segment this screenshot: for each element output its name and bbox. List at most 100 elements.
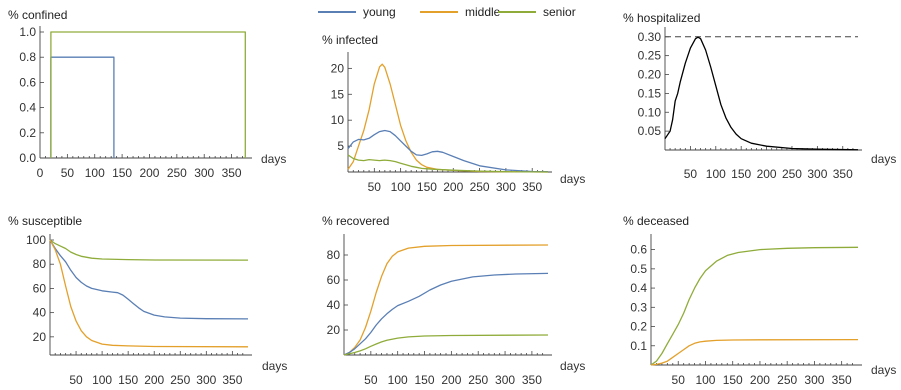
x-tick-label: 150: [417, 180, 437, 194]
chart-confined: % confined 0 50 100 150 200 250 300 350 0.0 0.2 0.4…: [8, 8, 286, 180]
x-tick-label: 250: [782, 167, 802, 181]
x-tick-label: 350: [222, 166, 242, 180]
x-tick-label: 200: [750, 373, 770, 387]
x-tick-label: 0: [37, 166, 44, 180]
x-tick-label: 50: [672, 373, 686, 387]
y-tick-label: 1.0: [19, 25, 36, 39]
series-line-young: [50, 56, 115, 158]
series-line-senior: [347, 154, 549, 173]
x-tick-label: 50: [368, 180, 382, 194]
chart-title: % infected: [322, 33, 378, 47]
y-tick-label: 0.30: [638, 30, 662, 44]
legend-entry-middle: middle: [420, 5, 501, 19]
x-tick-label: 250: [777, 373, 797, 387]
y-tick-label: 10: [331, 113, 345, 127]
y-tick-label: 5: [337, 139, 344, 153]
x-tick-label: 300: [196, 373, 216, 387]
x-axis-label: days: [871, 152, 896, 166]
legend-entry-senior: senior: [498, 5, 576, 19]
x-tick-label: 250: [470, 180, 490, 194]
y-tick-label: 0.20: [638, 68, 662, 82]
y-tick-label: 80: [33, 257, 47, 271]
chart-title: % confined: [8, 8, 67, 22]
x-tick-label: 50: [364, 373, 378, 387]
x-tick-label: 200: [139, 166, 159, 180]
x-tick-label: 200: [144, 373, 164, 387]
x-tick-label: 150: [415, 373, 435, 387]
y-tick-label: 0.3: [630, 300, 647, 314]
x-tick-label: 300: [807, 167, 827, 181]
x-tick-label: 150: [723, 373, 743, 387]
x-tick-label: 100: [85, 166, 105, 180]
x-tick-label: 150: [118, 373, 138, 387]
series-line-young: [347, 129, 549, 173]
x-tick-label: 350: [222, 373, 242, 387]
series-line-young: [343, 272, 549, 356]
y-tick-label: 0.15: [638, 86, 662, 100]
y-tick-label: 0.1: [630, 339, 647, 353]
y-tick-label: 15: [331, 87, 345, 101]
x-axis-label: days: [871, 363, 896, 377]
y-tick-label: 80: [327, 248, 341, 262]
x-tick-label: 100: [695, 373, 715, 387]
x-tick-label: 50: [61, 166, 75, 180]
x-tick-label: 50: [69, 373, 83, 387]
y-tick-label: 20: [327, 323, 341, 337]
x-tick-label: 250: [170, 373, 190, 387]
y-tick-label: 0.4: [19, 101, 36, 115]
legend-label-middle: middle: [465, 5, 501, 19]
x-tick-label: 300: [194, 166, 214, 180]
x-tick-label: 100: [391, 180, 411, 194]
y-tick-label: 40: [33, 306, 47, 320]
y-tick-label: 0.0: [19, 151, 36, 165]
chart-hospitalized: % hospitalized 50 100 150 200 250 300 350 0.05 0.…: [623, 11, 896, 181]
y-tick-label: 0.6: [630, 243, 647, 257]
chart-title: % hospitalized: [623, 11, 700, 25]
y-tick-label: 0.25: [638, 49, 662, 63]
series-line-hospitalized: [664, 36, 859, 151]
legend-label-young: young: [363, 5, 396, 19]
x-tick-label: 250: [167, 166, 187, 180]
x-axis-label: days: [560, 172, 585, 186]
chart-susceptible: % susceptible 50 100 150 200 250 300 350 20 40 60 8…: [8, 214, 287, 387]
series-line-senior: [343, 334, 549, 356]
y-tick-label: 0.5: [630, 262, 647, 276]
x-tick-label: 150: [731, 167, 751, 181]
x-tick-label: 350: [522, 180, 542, 194]
series-line-senior: [50, 31, 246, 158]
y-tick-label: 60: [327, 273, 341, 287]
y-tick-label: 0.2: [19, 126, 36, 140]
series-line-middle: [650, 338, 859, 366]
series-line-young: [49, 239, 249, 320]
series-line-senior: [49, 239, 249, 261]
chart-infected: % infected 50 100 150 200 250 300 350 5 10 15 20 day…: [322, 33, 585, 194]
x-tick-label: 200: [441, 373, 461, 387]
y-tick-label: 0.8: [19, 50, 36, 64]
x-tick-label: 250: [468, 373, 488, 387]
y-tick-label: 0.6: [19, 75, 36, 89]
x-tick-label: 300: [495, 373, 515, 387]
y-tick-label: 0.2: [630, 320, 647, 334]
y-tick-label: 20: [33, 330, 47, 344]
chart-title: % recovered: [322, 214, 389, 228]
x-tick-label: 200: [443, 180, 463, 194]
y-tick-label: 20: [331, 61, 345, 75]
chart-title: % susceptible: [8, 214, 82, 228]
x-tick-label: 100: [706, 167, 726, 181]
series-line-middle: [49, 239, 249, 348]
x-tick-label: 50: [684, 167, 698, 181]
y-tick-label: 100: [26, 233, 46, 247]
chart-recovered: % recovered 50 100 150 200 250 300 350 20 40 60 80 d…: [322, 214, 585, 387]
x-tick-label: 350: [832, 373, 852, 387]
x-tick-label: 200: [757, 167, 777, 181]
x-axis-label: days: [261, 152, 286, 166]
x-tick-label: 100: [92, 373, 112, 387]
series-line-middle: [347, 63, 549, 173]
chart-deceased: % deceased 50 100 150 200 250 300 350 0.1 0.2 0.3 0…: [623, 214, 896, 387]
x-axis-label: days: [560, 359, 585, 373]
x-tick-label: 300: [804, 373, 824, 387]
x-tick-label: 300: [496, 180, 516, 194]
y-tick-label: 0.4: [630, 281, 647, 295]
legend-label-senior: senior: [543, 5, 576, 19]
